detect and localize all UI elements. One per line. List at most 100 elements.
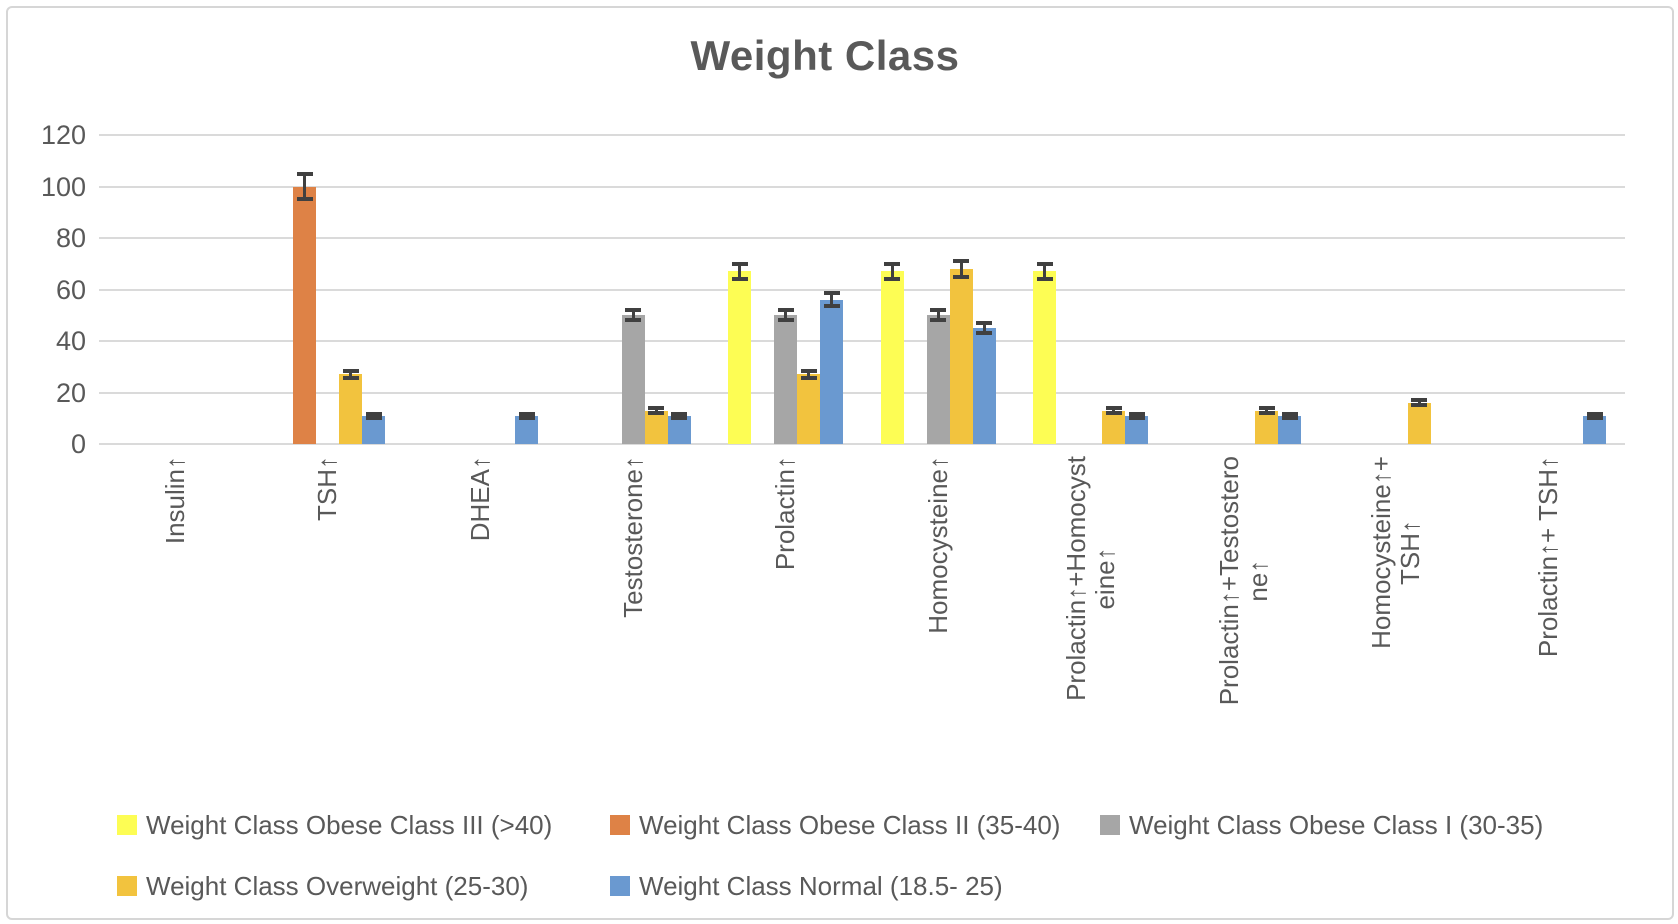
error-bar-cap xyxy=(1258,405,1275,410)
error-bar-cap xyxy=(884,277,901,282)
bar xyxy=(293,186,317,444)
error-bar-cap xyxy=(1411,398,1428,403)
error-bar-whisker xyxy=(1288,413,1291,418)
bar xyxy=(362,415,386,444)
error-bar-cap xyxy=(930,308,947,313)
error-bar-cap xyxy=(296,171,313,176)
error-bar-whisker xyxy=(982,322,986,334)
bar xyxy=(926,315,950,444)
error-bar-cap xyxy=(1128,411,1145,416)
error-bar-whisker xyxy=(738,263,742,280)
error-bar-cap xyxy=(953,259,970,264)
bar xyxy=(1102,410,1126,444)
error-bar-whisker xyxy=(1112,407,1116,414)
x-axis-label-text: Insulin↑ xyxy=(159,456,190,545)
error-bar-whisker xyxy=(303,173,307,200)
error-bar-cap xyxy=(884,261,901,266)
x-axis-label-text: Homocysteine↑ xyxy=(922,456,953,634)
legend-swatch xyxy=(117,815,137,835)
legend-swatch xyxy=(610,815,630,835)
x-axis-label-text: Homocysteine↑+ TSH↑ xyxy=(1366,456,1426,649)
error-bar-cap xyxy=(800,368,817,373)
error-bar-cap xyxy=(731,261,748,266)
legend-item: Weight Class Obese Class III (>40) xyxy=(117,809,552,841)
error-bar-cap xyxy=(823,291,840,296)
error-bar-whisker xyxy=(654,407,658,414)
bar xyxy=(621,315,645,444)
error-bar-cap xyxy=(625,308,642,313)
legend-swatch xyxy=(117,876,137,896)
error-bar-whisker xyxy=(1593,413,1597,418)
error-bar-cap xyxy=(1258,411,1275,416)
x-axis-label-text: Testosterone↑ xyxy=(617,456,648,618)
error-bar-cap xyxy=(342,376,359,381)
error-bar-whisker xyxy=(807,370,811,379)
error-bar-whisker xyxy=(830,293,834,307)
error-bar-cap xyxy=(1281,415,1298,420)
x-axis-label-text: Prolactin↑ xyxy=(770,456,801,571)
error-bar-cap xyxy=(1128,415,1145,420)
gridline xyxy=(99,443,1625,445)
legend-swatch xyxy=(610,876,630,896)
error-bar-cap xyxy=(365,411,382,416)
bar xyxy=(728,271,752,444)
y-tick-label: 100 xyxy=(40,171,86,202)
error-bar-cap xyxy=(823,304,840,309)
error-bar-cap xyxy=(342,368,359,373)
bar xyxy=(820,299,844,444)
error-bar-cap xyxy=(1036,261,1053,266)
legend-label: Weight Class Overweight (25-30) xyxy=(146,870,529,901)
error-bar-cap xyxy=(930,318,947,323)
error-bar-cap xyxy=(648,411,665,416)
error-bar-cap xyxy=(625,318,642,323)
y-tick-label: 120 xyxy=(40,120,86,150)
error-bar-cap xyxy=(518,411,535,416)
error-bar-cap xyxy=(777,308,794,313)
x-axis-label-text: Prolactin↑+Homocyst eine↑ xyxy=(1060,456,1120,701)
error-bar-cap xyxy=(518,415,535,420)
legend-label: Weight Class Obese Class II (35-40) xyxy=(639,809,1061,840)
bar xyxy=(1407,402,1431,444)
error-bar-whisker xyxy=(631,310,635,321)
error-bar-cap xyxy=(365,415,382,420)
legend-swatch xyxy=(1100,815,1120,835)
bar xyxy=(797,374,821,444)
error-bar-cap xyxy=(1036,277,1053,282)
x-axis-label-text: TSH↑ xyxy=(312,456,343,521)
gridline xyxy=(99,185,1625,188)
error-bar-whisker xyxy=(959,261,963,277)
bar xyxy=(774,315,798,444)
error-bar-whisker xyxy=(1265,407,1268,414)
error-bar-whisker xyxy=(1135,413,1139,418)
legend-item: Weight Class Obese Class II (35-40) xyxy=(610,809,1060,841)
bar xyxy=(339,374,363,444)
y-tick-label: 20 xyxy=(55,377,86,408)
legend-label: Weight Class Normal (18.5- 25) xyxy=(639,870,1003,901)
legend-label: Weight Class Obese Class III (>40) xyxy=(146,809,553,840)
error-bar-cap xyxy=(731,277,748,282)
error-bar-cap xyxy=(648,405,665,410)
y-tick-label: 60 xyxy=(55,274,86,305)
error-bar-whisker xyxy=(372,413,376,418)
bar xyxy=(949,268,973,444)
bar xyxy=(880,271,904,444)
error-bar-cap xyxy=(1105,405,1122,410)
error-bar-cap xyxy=(976,320,993,325)
error-bar-cap xyxy=(777,318,794,323)
error-bar-cap xyxy=(296,197,313,202)
gridline xyxy=(99,391,1625,394)
error-bar-cap xyxy=(953,274,970,279)
bar xyxy=(1278,415,1301,444)
gridline xyxy=(99,237,1625,239)
bar xyxy=(644,410,668,444)
y-tick-label: 0 xyxy=(70,429,86,459)
error-bar-whisker xyxy=(677,413,681,418)
error-bar-whisker xyxy=(349,370,353,379)
y-tick-label: 40 xyxy=(55,326,86,356)
bar xyxy=(515,415,538,444)
x-axis-label-text: Prolactin↑+ TSH↑ xyxy=(1533,456,1564,658)
error-bar-cap xyxy=(1411,403,1428,408)
legend-item: Weight Class Overweight (25-30) xyxy=(117,870,528,902)
gridline xyxy=(99,340,1625,342)
error-bar-cap xyxy=(1586,411,1603,416)
